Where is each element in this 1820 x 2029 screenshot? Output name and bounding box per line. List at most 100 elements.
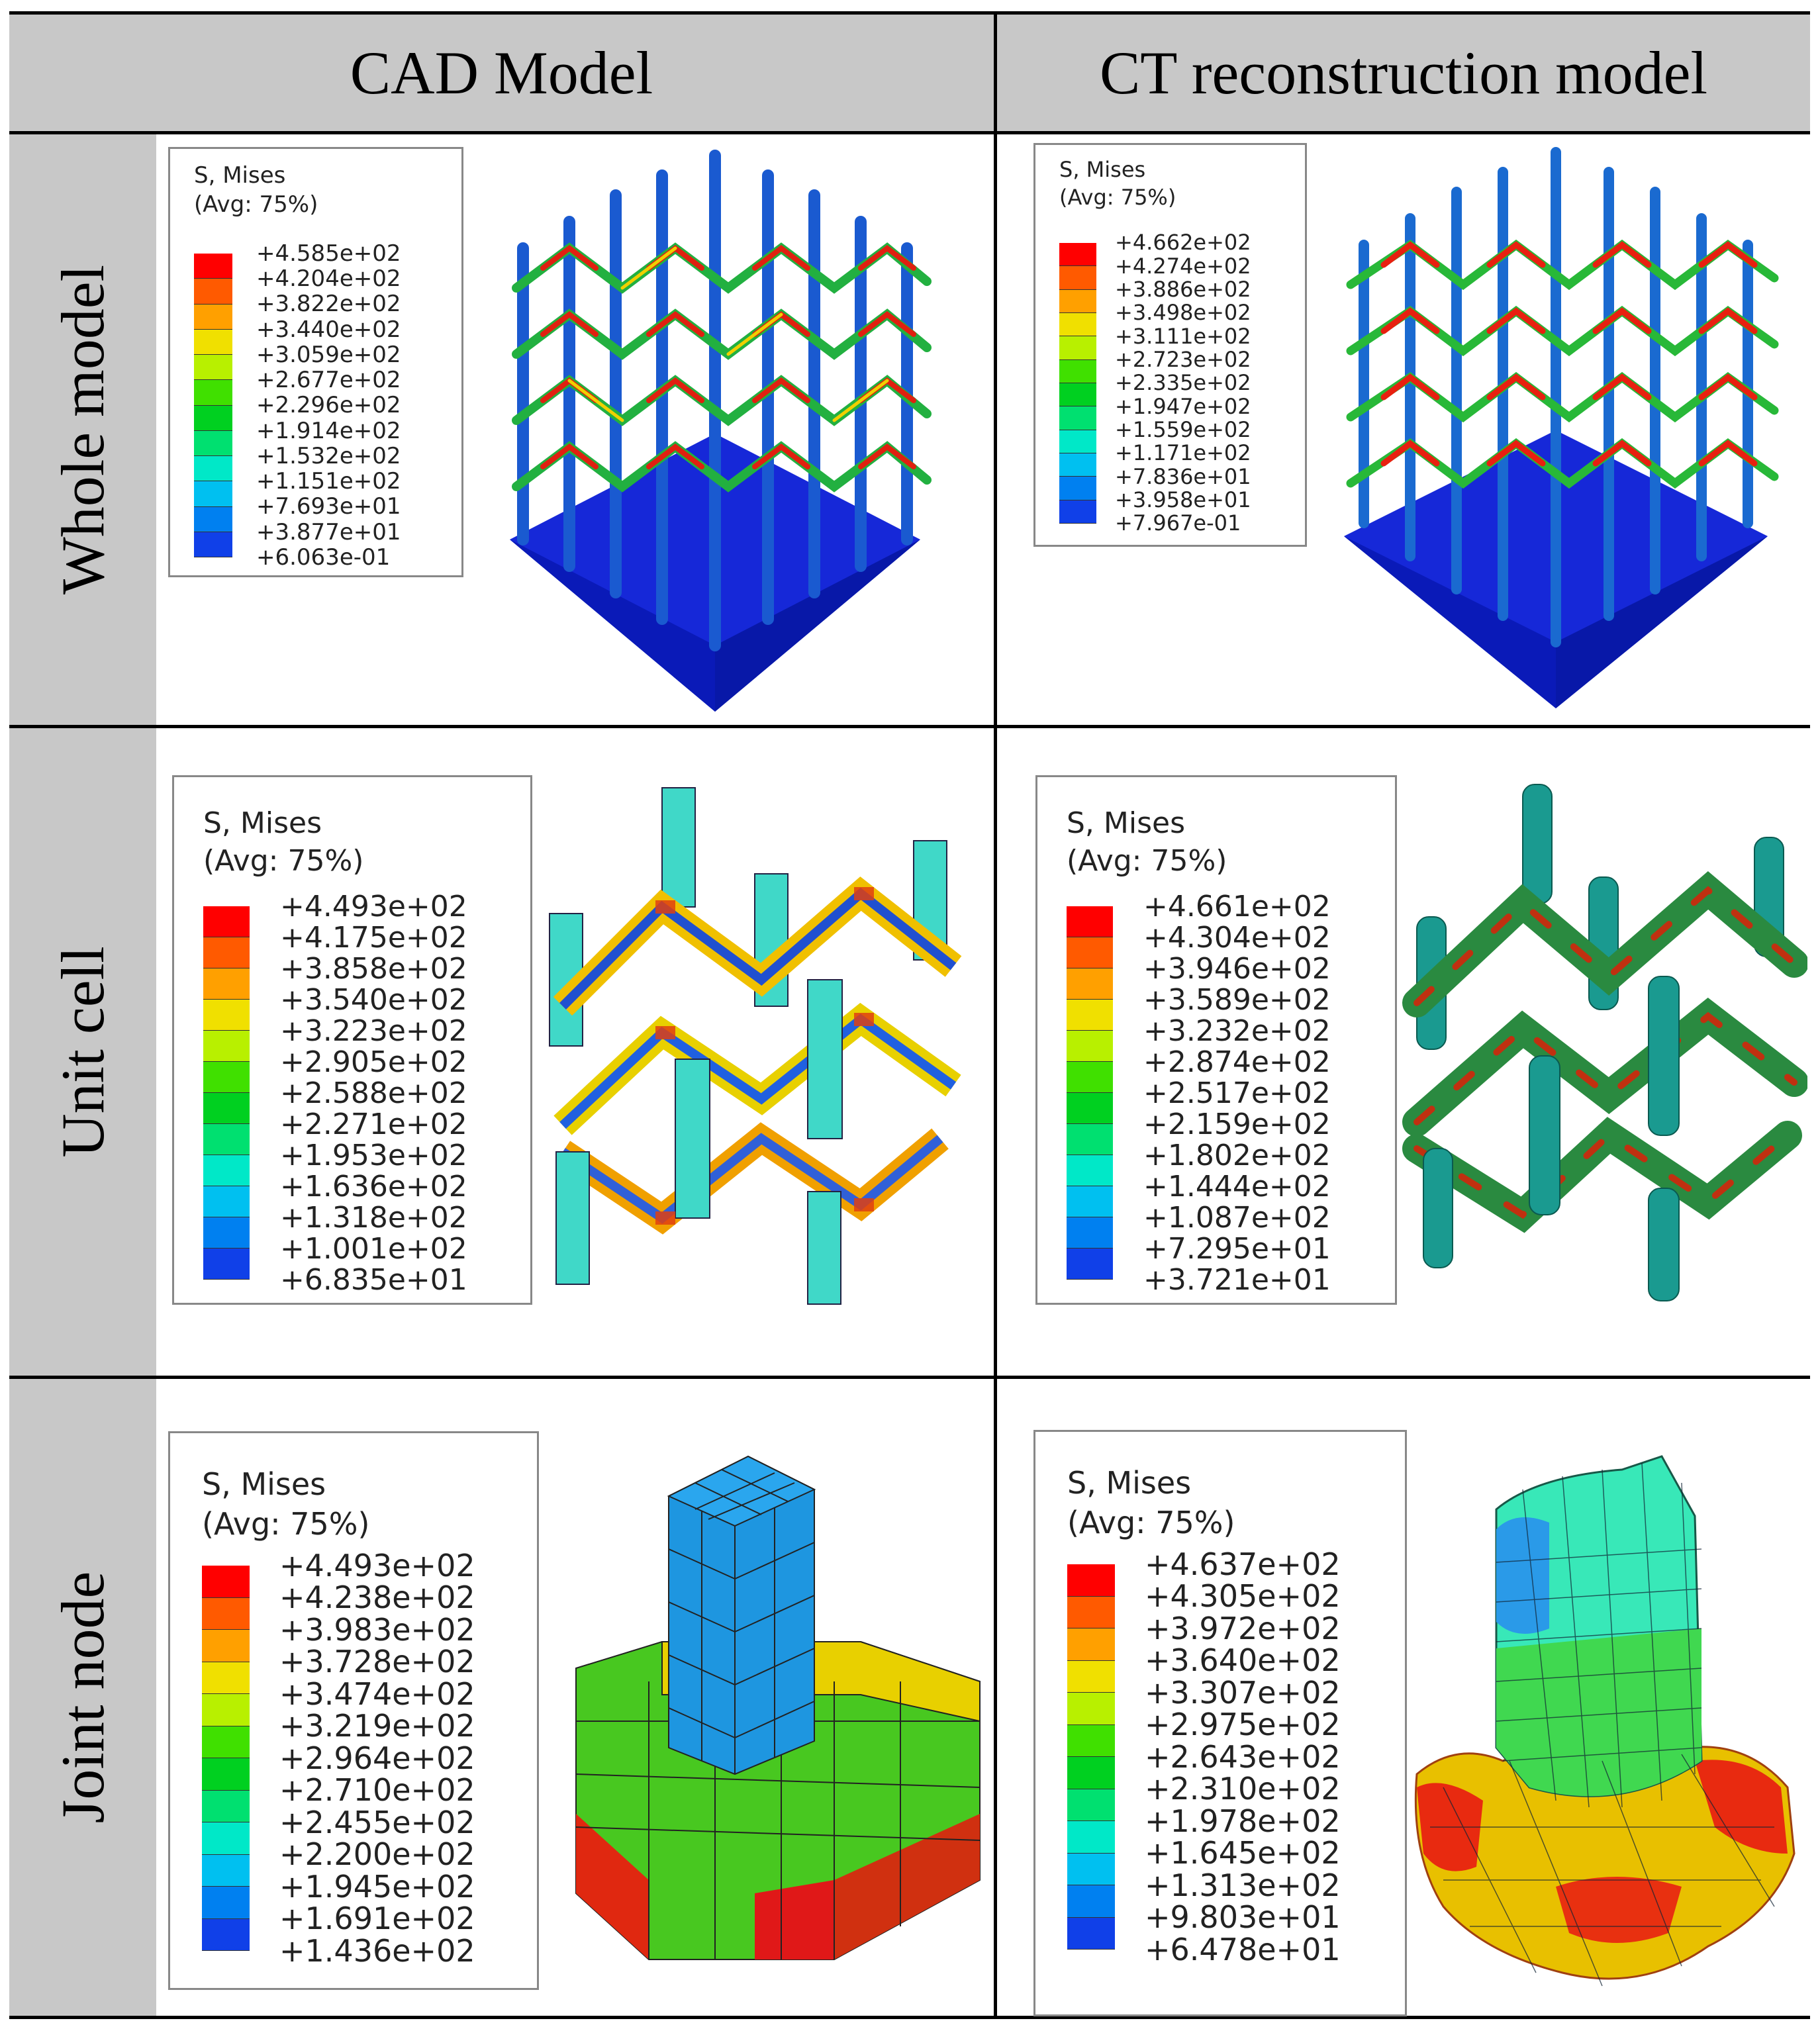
legend-value: +7.693e+01 [256, 493, 401, 520]
legend-color-band [194, 481, 232, 507]
legend-value: +3.822e+02 [256, 291, 401, 318]
legend-value: +2.517e+02 [1143, 1076, 1331, 1110]
row-label-unit-cell: Unit cell [9, 728, 156, 1376]
legend-value: +7.295e+01 [1143, 1231, 1331, 1266]
legend-color-band [194, 380, 232, 406]
legend-color-band [202, 1918, 250, 1951]
legend-value: +4.175e+02 [280, 920, 467, 955]
legend-whole-cad: S, Mises (Avg: 75%) +4.585e+02 +4.204e+02 +3… [168, 147, 463, 577]
legend-value: +7.967e-01 [1115, 510, 1241, 536]
legend-color-band [203, 1031, 250, 1062]
legend-color-band [194, 456, 232, 482]
legend-title: S, Mises [203, 806, 322, 840]
row-label-whole-model: Whole model [9, 134, 156, 725]
legend-color-bar [1059, 243, 1096, 524]
table-top-rule [9, 11, 1810, 15]
legend-color-band [1067, 1062, 1113, 1093]
legend-color-bar [194, 254, 232, 557]
whole-model-ct-lattice [1344, 147, 1779, 708]
legend-color-bar [1067, 906, 1113, 1280]
legend-value: +4.204e+02 [256, 265, 401, 293]
legend-title: S, Mises [202, 1466, 326, 1502]
legend-color-band [1059, 243, 1096, 267]
legend-value: +1.436e+02 [279, 1932, 475, 1969]
legend-title: S, Mises [1067, 1465, 1192, 1501]
legend-value: +2.296e+02 [256, 392, 401, 419]
legend-color-band [1059, 477, 1096, 500]
legend-color-band [1059, 336, 1096, 360]
legend-value: +1.691e+02 [279, 1901, 475, 1937]
legend-value: +2.271e+02 [280, 1107, 467, 1141]
header-rule [9, 131, 1810, 134]
legend-value: +2.975e+02 [1145, 1707, 1341, 1743]
legend-subtitle: (Avg: 75%) [1067, 844, 1227, 878]
legend-color-band [202, 1822, 250, 1855]
legend-subtitle: (Avg: 75%) [1059, 184, 1176, 210]
legend-value: +3.946e+02 [1143, 951, 1331, 986]
legend-color-band [1059, 430, 1096, 453]
row-rule-1 [9, 725, 1810, 728]
legend-color-band [202, 1790, 250, 1822]
legend-color-band [202, 1566, 250, 1598]
legend-joint-cad: S, Mises (Avg: 75%) +4.493e+02 +4.238e+02 +3… [168, 1431, 539, 1990]
legend-color-band [194, 304, 232, 330]
legend-color-band [203, 1155, 250, 1186]
legend-value: +6.835e+01 [280, 1262, 467, 1297]
legend-whole-ct: S, Mises (Avg: 75%) +4.662e+02 +4.274e+02 +3… [1033, 143, 1307, 547]
legend-value: +3.640e+02 [1145, 1642, 1341, 1679]
legend-color-bar [202, 1566, 250, 1951]
legend-color-band [194, 405, 232, 431]
legend-value: +3.886e+02 [1115, 276, 1251, 302]
legend-value: +3.307e+02 [1145, 1674, 1341, 1711]
legend-color-band [203, 937, 250, 968]
legend-value: +3.219e+02 [279, 1708, 475, 1744]
legend-value: +4.274e+02 [1115, 253, 1251, 279]
legend-value: +3.858e+02 [280, 951, 467, 986]
header-cad-model: CAD Model [9, 15, 994, 131]
legend-color-band [202, 1726, 250, 1758]
legend-value: +6.478e+01 [1145, 1931, 1341, 1967]
legend-value: +1.947e+02 [1115, 393, 1251, 419]
legend-color-band [1067, 937, 1113, 968]
unit-cell-ct-model [1402, 784, 1807, 1301]
legend-values: +4.637e+02 +4.305e+02 +3.972e+02 +3.640e+02… [1145, 1548, 1341, 1966]
legend-value: +4.493e+02 [280, 889, 467, 923]
legend-color-band [194, 254, 232, 279]
legend-color-band [202, 1597, 250, 1630]
legend-values: +4.661e+02 +4.304e+02 +3.946e+02 +3.589e+02… [1143, 891, 1331, 1296]
header-ct-model: CT reconstruction model [997, 15, 1810, 131]
legend-value: +4.661e+02 [1143, 889, 1331, 923]
row-rule-2 [9, 1376, 1810, 1379]
legend-color-band [1059, 453, 1096, 477]
legend-color-band [203, 1217, 250, 1249]
legend-value: +1.001e+02 [280, 1231, 467, 1266]
legend-value: +4.238e+02 [279, 1580, 475, 1616]
legend-color-band [1059, 500, 1096, 524]
joint-node-cad-model [575, 1455, 981, 1960]
legend-value: +1.151e+02 [256, 468, 401, 495]
legend-value: +2.874e+02 [1143, 1045, 1331, 1079]
legend-color-band [1067, 1660, 1115, 1693]
legend-color-band [202, 1630, 250, 1662]
legend-value: +3.059e+02 [256, 341, 401, 368]
legend-color-band [1067, 1596, 1115, 1628]
legend-value: +1.953e+02 [280, 1138, 467, 1172]
legend-title: S, Mises [1067, 806, 1186, 840]
legend-color-band [203, 906, 250, 937]
legend-values: +4.662e+02 +4.274e+02 +3.886e+02 +3.498e+02… [1115, 230, 1251, 536]
legend-value: +6.063e-01 [256, 543, 391, 571]
legend-color-band [203, 968, 250, 1000]
legend-color-band [1067, 1093, 1113, 1124]
legend-value: +1.087e+02 [1143, 1200, 1331, 1235]
legend-color-band [1067, 1885, 1115, 1918]
legend-value: +2.964e+02 [279, 1740, 475, 1776]
legend-color-band [202, 1887, 250, 1919]
legend-values: +4.493e+02 +4.238e+02 +3.983e+02 +3.728e+02… [279, 1550, 475, 1967]
legend-value: +3.232e+02 [1143, 1014, 1331, 1048]
legend-subtitle: (Avg: 75%) [194, 191, 318, 218]
legend-value: +2.905e+02 [280, 1045, 467, 1079]
legend-value: +3.728e+02 [279, 1644, 475, 1680]
legend-value: +3.440e+02 [256, 316, 401, 343]
legend-color-band [1067, 1628, 1115, 1661]
legend-values: +4.585e+02 +4.204e+02 +3.822e+02 +3.440e+02… [256, 241, 401, 571]
